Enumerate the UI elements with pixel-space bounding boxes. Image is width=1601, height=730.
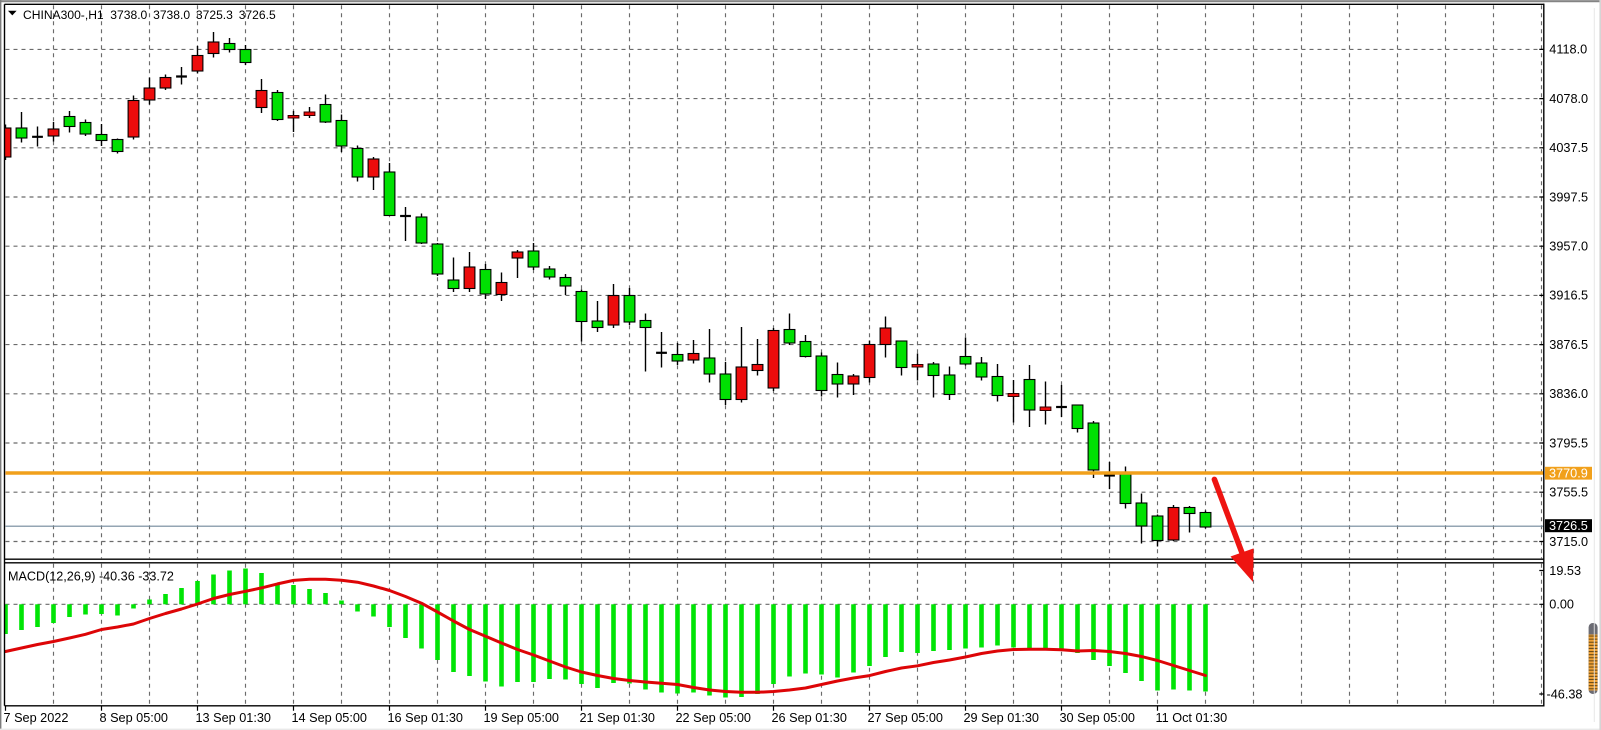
svg-text:13 Sep 01:30: 13 Sep 01:30: [196, 711, 272, 725]
svg-text:3726.5: 3726.5: [1549, 519, 1588, 533]
svg-text:3738.0: 3738.0: [153, 8, 190, 22]
svg-text:3715.0: 3715.0: [1549, 535, 1588, 549]
svg-text:3738.0: 3738.0: [110, 8, 147, 22]
svg-text:16 Sep 01:30: 16 Sep 01:30: [388, 711, 464, 725]
svg-text:22 Sep 05:00: 22 Sep 05:00: [676, 711, 752, 725]
svg-text:3725.3: 3725.3: [196, 8, 233, 22]
svg-text:3836.0: 3836.0: [1549, 387, 1588, 401]
svg-text:19.53: 19.53: [1549, 564, 1581, 578]
svg-text:CHINA300-,H1: CHINA300-,H1: [23, 8, 104, 22]
svg-text:4037.5: 4037.5: [1549, 141, 1588, 155]
svg-text:3916.5: 3916.5: [1549, 289, 1588, 303]
svg-text:21 Sep 01:30: 21 Sep 01:30: [580, 711, 656, 725]
svg-text:3770.9: 3770.9: [1549, 466, 1588, 480]
svg-text:7 Sep 2022: 7 Sep 2022: [4, 711, 69, 725]
svg-text:4078.0: 4078.0: [1549, 92, 1588, 106]
svg-text:-46.38: -46.38: [1547, 687, 1583, 701]
svg-text:26 Sep 01:30: 26 Sep 01:30: [772, 711, 848, 725]
svg-text:29 Sep 01:30: 29 Sep 01:30: [964, 711, 1040, 725]
svg-text:14 Sep 05:00: 14 Sep 05:00: [292, 711, 368, 725]
svg-text:3726.5: 3726.5: [239, 8, 276, 22]
svg-text:19 Sep 05:00: 19 Sep 05:00: [484, 711, 560, 725]
svg-text:3957.0: 3957.0: [1549, 240, 1588, 254]
svg-text:3997.5: 3997.5: [1549, 190, 1588, 204]
svg-text:3755.5: 3755.5: [1549, 486, 1588, 500]
svg-text:30 Sep 05:00: 30 Sep 05:00: [1060, 711, 1136, 725]
svg-text:0.00: 0.00: [1549, 598, 1574, 612]
svg-text:11 Oct 01:30: 11 Oct 01:30: [1156, 711, 1228, 725]
svg-text:3795.5: 3795.5: [1549, 436, 1588, 450]
svg-text:4118.0: 4118.0: [1549, 43, 1587, 57]
svg-text:8 Sep 05:00: 8 Sep 05:00: [100, 711, 168, 725]
svg-text:MACD(12,26,9) -40.36 -33.72: MACD(12,26,9) -40.36 -33.72: [8, 570, 174, 584]
svg-text:3876.5: 3876.5: [1549, 338, 1588, 352]
svg-text:27 Sep 05:00: 27 Sep 05:00: [868, 711, 944, 725]
